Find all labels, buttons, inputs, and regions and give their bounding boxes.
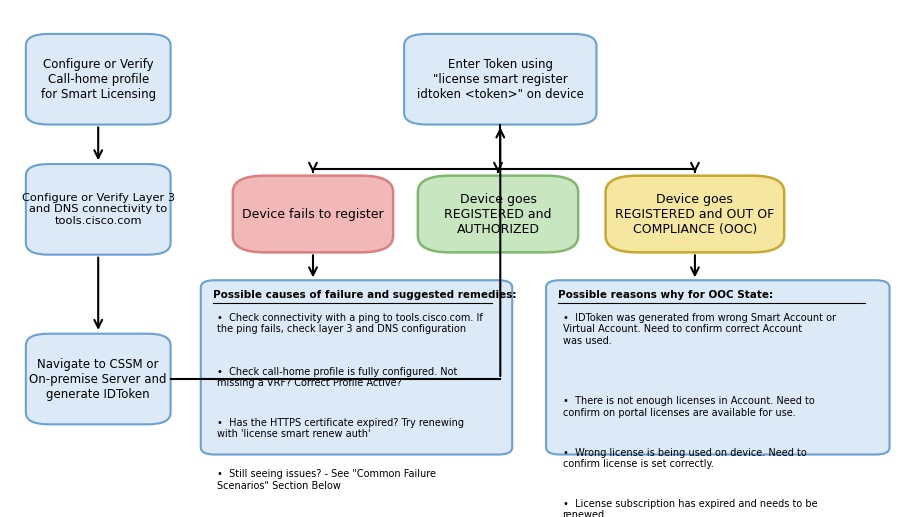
Text: Configure or Verify Layer 3
and DNS connectivity to
tools.cisco.com: Configure or Verify Layer 3 and DNS conn… <box>21 193 174 226</box>
Text: •  Wrong license is being used on device. Need to
confirm license is set correct: • Wrong license is being used on device.… <box>563 448 807 469</box>
Text: •  Check connectivity with a ping to tools.cisco.com. If
the ping fails, check l: • Check connectivity with a ping to tool… <box>217 313 483 334</box>
Text: •  Check call-home profile is fully configured. Not
missing a VRF? Correct Profi: • Check call-home profile is fully confi… <box>217 367 458 388</box>
Text: •  License subscription has expired and needs to be
renewed.: • License subscription has expired and n… <box>563 499 817 517</box>
FancyBboxPatch shape <box>404 34 596 125</box>
Text: Device fails to register: Device fails to register <box>242 207 384 221</box>
FancyBboxPatch shape <box>233 176 393 252</box>
Text: Navigate to CSSM or
On-premise Server and
generate IDToken: Navigate to CSSM or On-premise Server an… <box>30 357 167 401</box>
Text: •  IDToken was generated from wrong Smart Account or
Virtual Account. Need to co: • IDToken was generated from wrong Smart… <box>563 313 835 346</box>
FancyBboxPatch shape <box>418 176 578 252</box>
FancyBboxPatch shape <box>605 176 785 252</box>
FancyBboxPatch shape <box>26 333 171 424</box>
FancyBboxPatch shape <box>26 164 171 255</box>
Text: Configure or Verify
Call-home profile
for Smart Licensing: Configure or Verify Call-home profile fo… <box>41 58 156 101</box>
Text: Possible causes of failure and suggested remedies:: Possible causes of failure and suggested… <box>212 291 516 300</box>
FancyBboxPatch shape <box>546 280 890 454</box>
Text: •  Still seeing issues? - See "Common Failure
Scenarios" Section Below: • Still seeing issues? - See "Common Fai… <box>217 469 437 491</box>
Text: •  There is not enough licenses in Account. Need to
confirm on portal licenses a: • There is not enough licenses in Accoun… <box>563 397 814 418</box>
FancyBboxPatch shape <box>26 34 171 125</box>
Text: •  Has the HTTPS certificate expired? Try renewing
with 'license smart renew aut: • Has the HTTPS certificate expired? Try… <box>217 418 464 439</box>
Text: Device goes
REGISTERED and
AUTHORIZED: Device goes REGISTERED and AUTHORIZED <box>444 192 552 236</box>
FancyBboxPatch shape <box>201 280 512 454</box>
Text: Device goes
REGISTERED and OUT OF
COMPLIANCE (OOC): Device goes REGISTERED and OUT OF COMPLI… <box>616 192 774 236</box>
Text: Enter Token using
"license smart register
idtoken <token>" on device: Enter Token using "license smart registe… <box>417 58 583 101</box>
Text: Possible reasons why for OOC State:: Possible reasons why for OOC State: <box>558 291 773 300</box>
